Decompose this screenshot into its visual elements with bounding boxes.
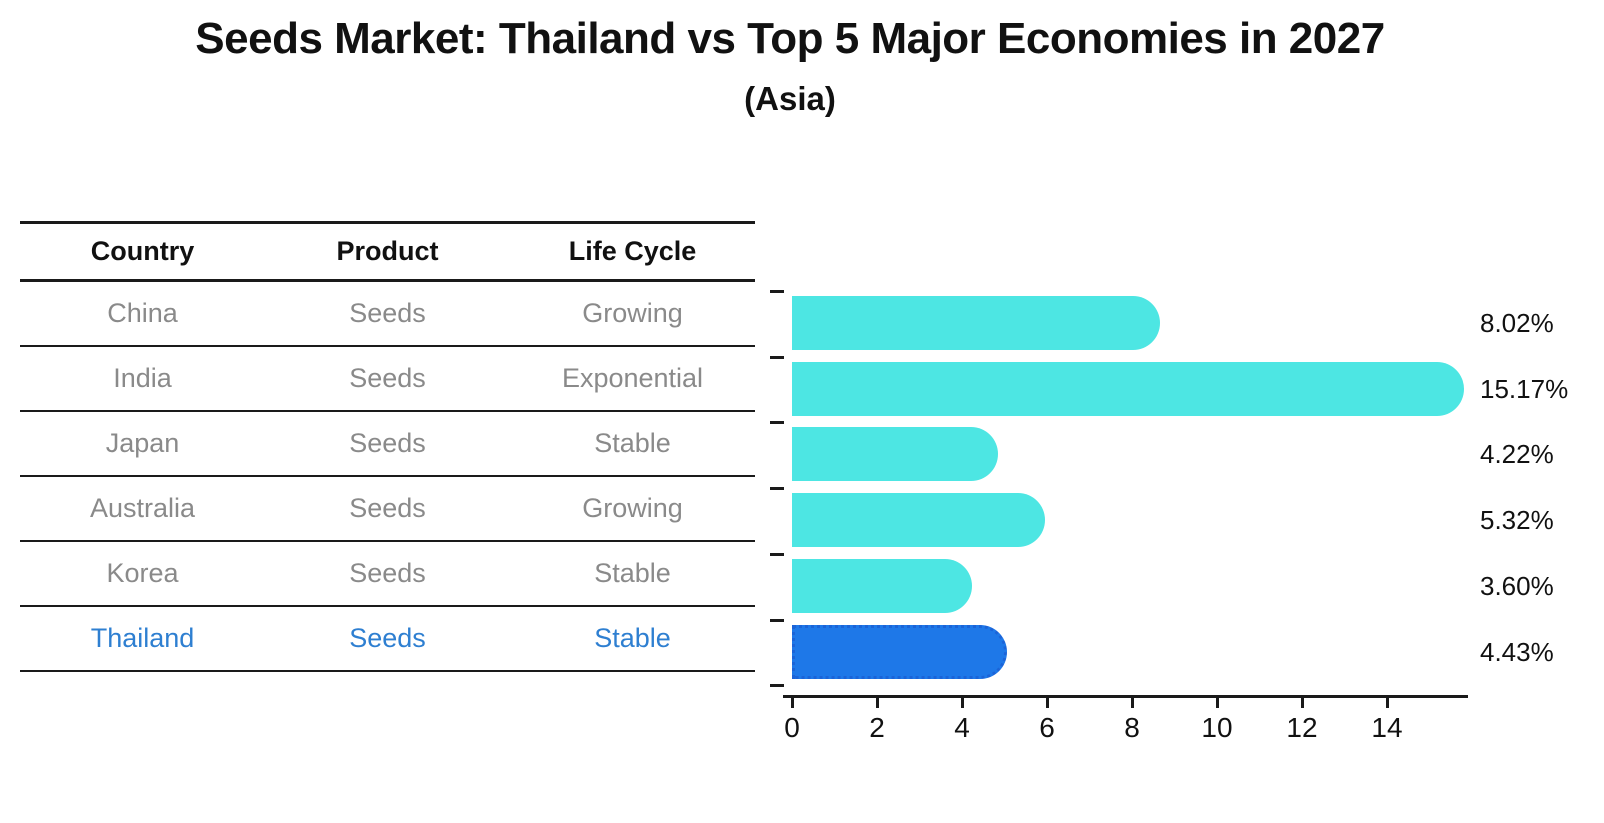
x-axis-tick: [1130, 698, 1134, 708]
x-axis-tick-label: 0: [784, 712, 800, 743]
value-label: 15.17%: [1480, 373, 1569, 404]
x-axis-line: [783, 695, 1468, 698]
table-body: China Seeds Growing India Seeds Exponential Ja…: [20, 282, 755, 672]
x-axis-tick-label: 4: [954, 712, 970, 743]
x-axis-tick: [1215, 698, 1219, 708]
y-axis-tick: [770, 355, 784, 359]
cell-country: Australia: [89, 493, 196, 523]
bar-china: [792, 296, 1160, 350]
bar-thailand: [792, 624, 1008, 679]
bar-japan: [792, 427, 999, 482]
cell-product: Seeds: [349, 493, 426, 523]
cell-country: China: [107, 298, 178, 328]
cell-life-cycle: Stable: [594, 428, 671, 458]
cell-life-cycle: Exponential: [561, 363, 704, 393]
cell-life-cycle: Growing: [582, 298, 683, 328]
value-label: 4.22%: [1480, 439, 1554, 470]
x-axis-tick: [1045, 698, 1049, 708]
bar-india: [792, 361, 1464, 416]
y-axis-tick: [770, 290, 784, 293]
cell-country: Japan: [105, 428, 180, 458]
x-axis-tick: [875, 698, 879, 708]
cell-product: Seeds: [349, 623, 426, 653]
value-label: 8.02%: [1480, 308, 1554, 338]
x-axis-tick-label: 10: [1201, 712, 1233, 743]
x-axis-tick-label: 14: [1371, 712, 1403, 743]
cell-life-cycle: Stable: [594, 558, 671, 588]
header-life-cycle: Life Cycle: [568, 236, 697, 266]
x-axis-tick-label: 12: [1286, 712, 1318, 743]
x-axis-tick: [1385, 698, 1389, 708]
value-label: 4.43%: [1480, 636, 1554, 667]
y-axis-tick: [770, 421, 784, 425]
bar-australia: [792, 493, 1046, 548]
cell-product: Seeds: [349, 363, 426, 393]
table-row: China Seeds Growing: [20, 282, 755, 347]
value-label: 5.32%: [1480, 505, 1554, 536]
cell-product: Seeds: [349, 428, 426, 458]
cell-product: Seeds: [349, 298, 426, 328]
cell-life-cycle: Stable: [594, 623, 671, 653]
x-axis-tick: [960, 698, 964, 708]
table-row: India Seeds Exponential: [20, 347, 755, 412]
table-row: Japan Seeds Stable: [20, 412, 755, 477]
value-label: 3.60%: [1480, 570, 1554, 601]
y-axis-tick: [770, 618, 784, 622]
data-table: Country Product Life Cycle China Seeds Gro…: [20, 221, 755, 672]
cell-product: Seeds: [349, 558, 426, 588]
table-row: Australia Seeds Growing: [20, 477, 755, 542]
bar-korea: [792, 558, 972, 613]
x-axis-tick-label: 2: [869, 712, 885, 743]
x-axis-tick: [1300, 698, 1304, 708]
table-header-row: Country Product Life Cycle: [20, 221, 755, 282]
x-axis-tick: [790, 698, 794, 708]
cell-life-cycle: Growing: [582, 493, 683, 523]
chart-subtitle: (Asia): [744, 80, 836, 117]
y-axis-tick: [770, 487, 784, 491]
cell-country: Thailand: [90, 623, 195, 653]
y-axis-tick: [770, 552, 784, 556]
x-axis-tick-label: 6: [1039, 712, 1055, 743]
table-row: Thailand Seeds Stable: [20, 607, 755, 672]
cell-country: Korea: [106, 558, 179, 588]
x-axis-tick-label: 8: [1124, 712, 1140, 743]
table-row: Korea Seeds Stable: [20, 542, 755, 607]
cell-country: India: [113, 363, 172, 393]
chart-title: Seeds Market: Thailand vs Top 5 Major Ec…: [195, 14, 1385, 63]
header-product: Product: [336, 236, 439, 266]
y-axis-tick: [770, 684, 784, 688]
header-country: Country: [90, 236, 195, 266]
